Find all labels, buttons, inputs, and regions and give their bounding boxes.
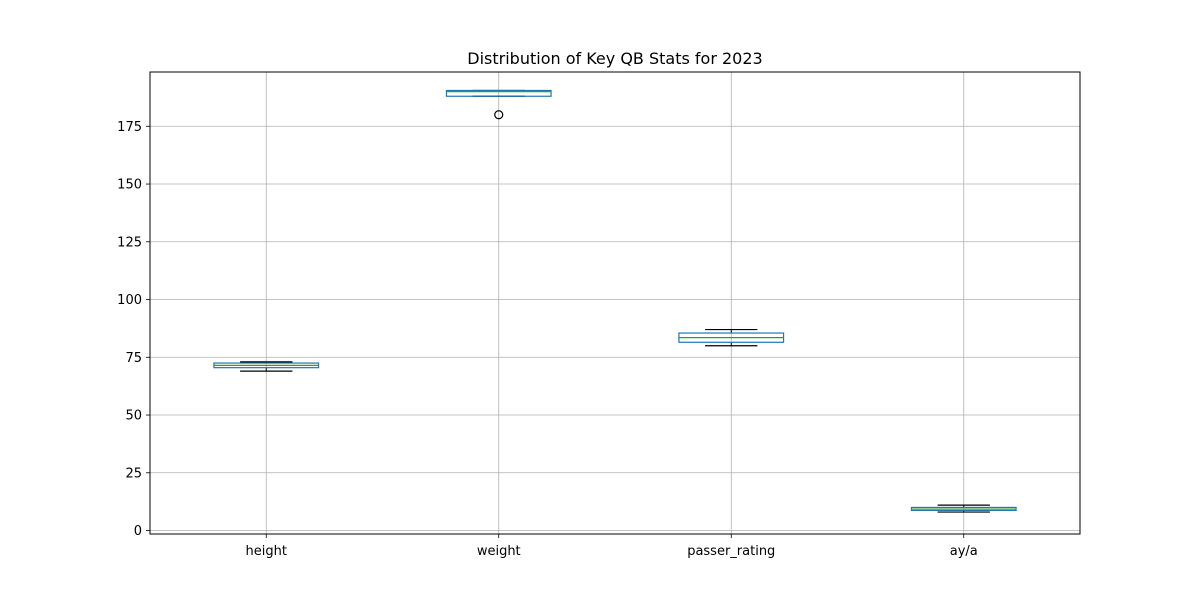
x-tick-label: passer_rating (687, 544, 775, 559)
outlier-point (494, 110, 504, 120)
plot-frame (149, 71, 1081, 535)
y-tick-label: 75 (125, 351, 142, 366)
y-tick-label: 150 (117, 178, 142, 193)
axes: 0 25 50 75 100 125 150 175 height weight passer_ra… (117, 71, 1081, 559)
y-tick-label: 50 (125, 409, 142, 424)
x-tick-label: height (246, 544, 287, 559)
chart-title: Distribution of Key QB Stats for 2023 (467, 49, 762, 68)
box-layer (213, 89, 1017, 513)
y-tick-label: 175 (117, 120, 142, 135)
y-tick-label: 25 (125, 466, 142, 481)
box-weight (445, 89, 552, 120)
y-tick-label: 125 (117, 235, 142, 250)
y-tick-label: 0 (134, 524, 142, 539)
x-tick-label: weight (477, 544, 521, 559)
box-ay-a (910, 504, 1017, 513)
grid-lines (150, 72, 1080, 534)
x-tick-label: ay/a (950, 544, 978, 559)
iqr-box (445, 89, 552, 97)
box-passer-rating (678, 328, 785, 347)
y-tick-label: 100 (117, 293, 142, 308)
box-height (213, 361, 320, 372)
